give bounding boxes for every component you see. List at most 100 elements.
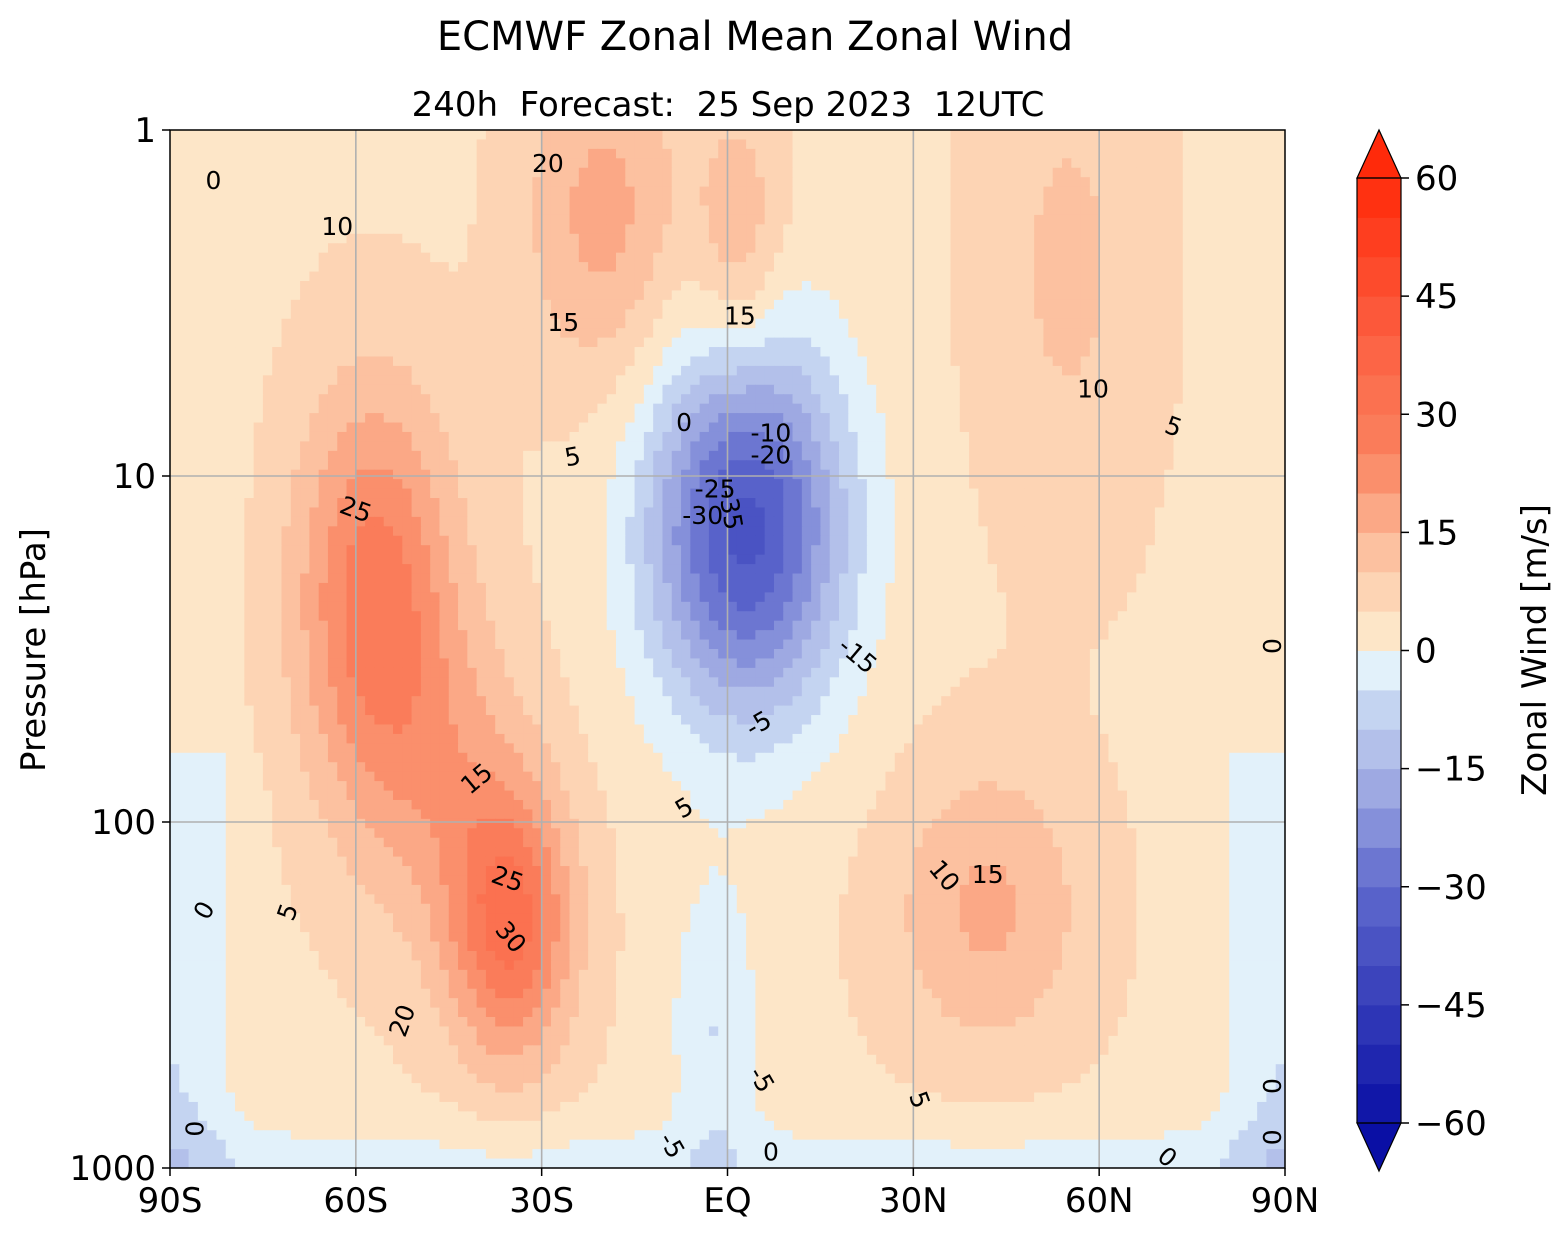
field-cell bbox=[764, 243, 775, 254]
field-cell bbox=[959, 328, 970, 339]
field-cell bbox=[569, 290, 580, 301]
field-cell bbox=[1108, 233, 1119, 244]
field-cell bbox=[643, 413, 654, 424]
field-cell bbox=[188, 158, 199, 169]
field-cell bbox=[1164, 186, 1175, 197]
field-cell bbox=[848, 233, 859, 244]
field-cell bbox=[467, 243, 478, 254]
field-cell bbox=[281, 384, 292, 395]
field-cell bbox=[1238, 441, 1249, 452]
field-cell bbox=[848, 271, 859, 282]
field-cell bbox=[662, 280, 673, 292]
field-cell bbox=[1136, 337, 1147, 348]
field-cell bbox=[922, 413, 933, 424]
field-cell bbox=[708, 365, 719, 376]
field-cell bbox=[1238, 148, 1249, 159]
field-cell bbox=[885, 375, 896, 386]
field-cell bbox=[1247, 450, 1258, 461]
field-cell bbox=[931, 224, 942, 235]
field-cell bbox=[681, 347, 691, 358]
field-cell bbox=[866, 356, 877, 367]
field-cell bbox=[718, 431, 729, 442]
field-cell bbox=[1080, 148, 1091, 159]
field-cell bbox=[606, 413, 617, 424]
field-cell bbox=[439, 469, 450, 480]
field-cell bbox=[1127, 280, 1137, 292]
field-cell bbox=[931, 431, 942, 442]
field-cell bbox=[755, 233, 766, 244]
field-cell bbox=[736, 460, 747, 471]
field-cell bbox=[290, 262, 301, 273]
field-cell bbox=[170, 280, 180, 292]
field-cell bbox=[820, 167, 831, 178]
field-cell bbox=[969, 328, 979, 339]
field-cell bbox=[783, 290, 794, 301]
field-cell bbox=[383, 516, 394, 527]
field-cell bbox=[746, 196, 756, 207]
field-cell bbox=[365, 413, 376, 424]
field-cell bbox=[402, 422, 413, 433]
field-cell bbox=[1089, 431, 1100, 442]
field-cell bbox=[300, 507, 310, 518]
field-cell bbox=[1257, 280, 1268, 292]
field-cell bbox=[225, 413, 236, 424]
field-cell bbox=[671, 214, 682, 225]
field-cell bbox=[792, 394, 803, 405]
field-cell bbox=[653, 450, 664, 461]
field-cell bbox=[448, 158, 459, 169]
field-cell bbox=[634, 186, 645, 197]
field-cell bbox=[996, 356, 1007, 367]
field-cell bbox=[1015, 450, 1026, 461]
field-cell bbox=[1173, 328, 1184, 339]
field-cell bbox=[439, 516, 450, 527]
field-cell bbox=[1247, 148, 1258, 159]
field-cell bbox=[216, 158, 227, 169]
field-cell bbox=[625, 365, 636, 376]
field-cell bbox=[1080, 403, 1091, 414]
field-cell bbox=[578, 139, 589, 150]
field-cell bbox=[616, 488, 626, 499]
field-cell bbox=[272, 441, 283, 452]
field-cell bbox=[1154, 280, 1165, 292]
field-cell bbox=[1219, 318, 1230, 329]
field-cell bbox=[978, 413, 989, 424]
field-cell bbox=[1117, 403, 1128, 414]
field-cell bbox=[913, 394, 924, 405]
field-cell bbox=[588, 290, 599, 301]
field-cell bbox=[671, 450, 682, 461]
field-cell bbox=[588, 299, 599, 310]
field-cell bbox=[1257, 318, 1268, 329]
field-cell bbox=[857, 356, 868, 367]
field-cell bbox=[1257, 224, 1268, 235]
field-cell bbox=[894, 309, 905, 320]
field-cell bbox=[959, 205, 970, 216]
field-cell bbox=[662, 299, 673, 310]
field-cell bbox=[1034, 271, 1045, 282]
field-cell bbox=[318, 516, 329, 527]
field-cell bbox=[1192, 205, 1202, 216]
field-cell bbox=[402, 290, 413, 301]
field-cell bbox=[1145, 243, 1156, 254]
field-cell bbox=[485, 196, 496, 207]
field-cell bbox=[476, 252, 487, 263]
field-cell bbox=[1099, 375, 1110, 386]
field-cell bbox=[839, 375, 849, 386]
field-cell bbox=[653, 516, 664, 527]
field-cell bbox=[746, 252, 756, 263]
field-cell bbox=[393, 309, 403, 320]
field-cell bbox=[235, 177, 245, 188]
field-cell bbox=[969, 488, 979, 499]
field-cell bbox=[458, 290, 468, 301]
field-cell bbox=[355, 365, 366, 376]
field-cell bbox=[885, 422, 896, 433]
field-cell bbox=[300, 498, 310, 509]
field-cell bbox=[402, 271, 413, 282]
field-cell bbox=[318, 488, 329, 499]
field-cell bbox=[244, 224, 255, 235]
field-cell bbox=[1219, 356, 1230, 367]
field-cell bbox=[922, 441, 933, 452]
field-cell bbox=[225, 394, 236, 405]
field-cell bbox=[773, 365, 784, 376]
field-cell bbox=[1257, 214, 1268, 225]
field-cell bbox=[513, 205, 524, 216]
